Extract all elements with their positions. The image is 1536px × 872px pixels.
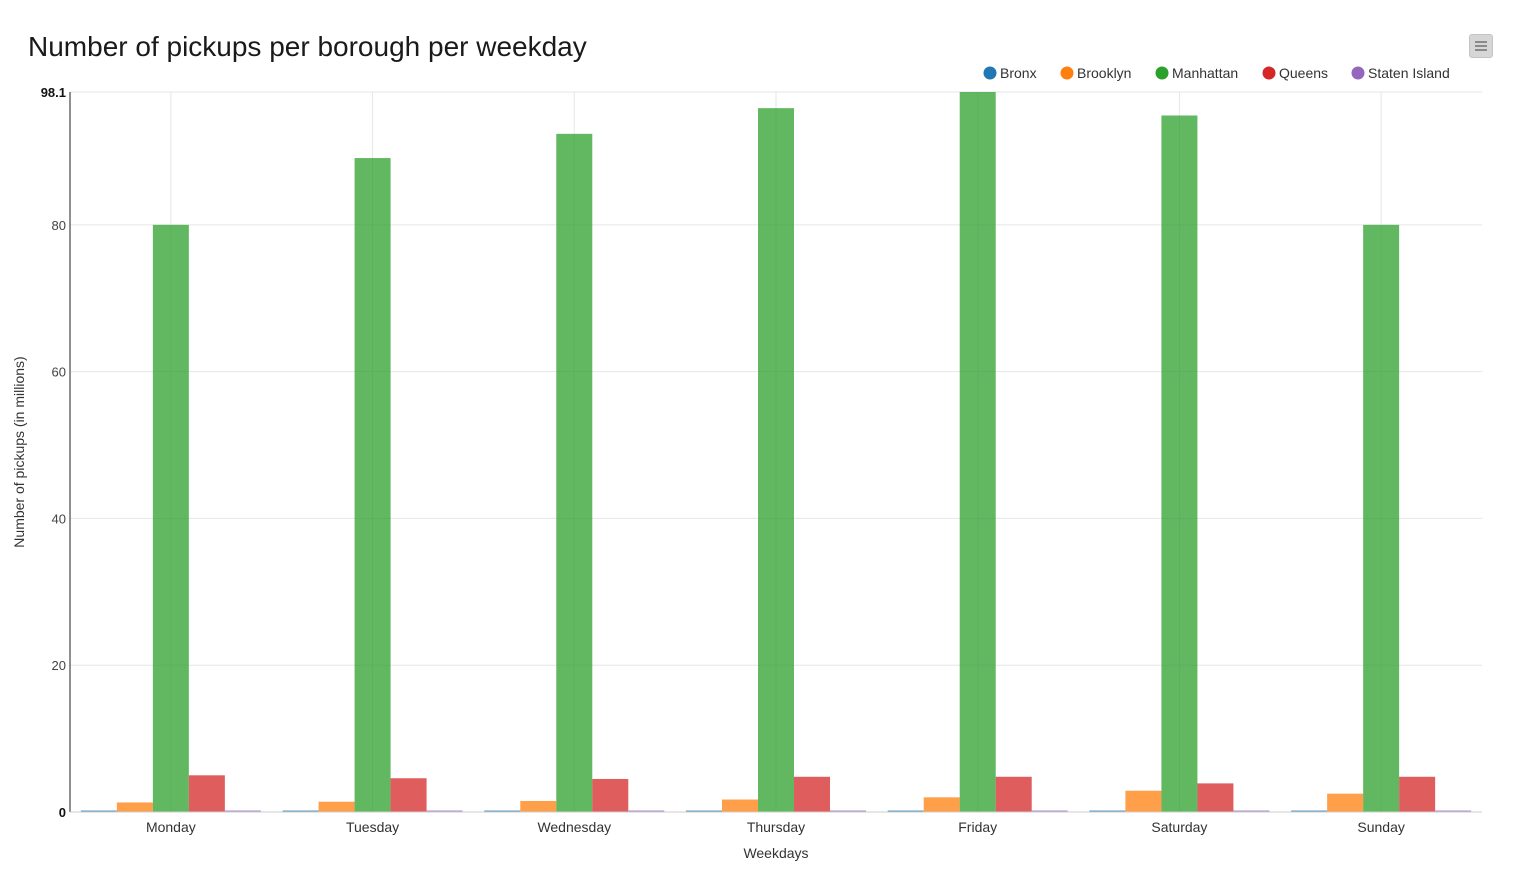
- y-axis-label: Number of pickups (in millions): [11, 356, 27, 547]
- bar-bronx[interactable]: [887, 810, 924, 813]
- legend-swatch: [1262, 66, 1276, 80]
- bar-brooklyn[interactable]: [318, 801, 355, 812]
- bar-bronx[interactable]: [80, 810, 117, 813]
- legend-label: Bronx: [1000, 65, 1037, 81]
- bars-layer: [80, 92, 1472, 813]
- bar-staten-island[interactable]: [628, 810, 665, 813]
- y-tick-label: 20: [52, 658, 66, 673]
- bar-queens[interactable]: [592, 778, 629, 812]
- bar-brooklyn[interactable]: [923, 797, 960, 812]
- bar-queens[interactable]: [390, 778, 427, 812]
- legend-swatch: [1155, 66, 1169, 80]
- x-tick-label: Monday: [146, 819, 196, 835]
- y-tick-label: 40: [52, 511, 66, 526]
- y-tick-label: 0: [59, 805, 66, 820]
- legend-label: Queens: [1279, 65, 1328, 81]
- x-tick-label: Tuesday: [346, 819, 399, 835]
- menu-icon-line: [1475, 49, 1487, 51]
- bar-manhattan[interactable]: [959, 92, 996, 812]
- bar-manhattan[interactable]: [152, 224, 189, 812]
- y-tick-label: 80: [52, 218, 66, 233]
- bar-bronx[interactable]: [484, 810, 521, 813]
- bar-queens[interactable]: [794, 776, 830, 812]
- bar-queens[interactable]: [188, 775, 225, 812]
- x-tick-label: Wednesday: [537, 819, 611, 835]
- bar-brooklyn[interactable]: [722, 799, 758, 812]
- legend-swatch: [1351, 66, 1365, 80]
- legend-item-manhattan[interactable]: Manhattan: [1155, 65, 1239, 81]
- x-tick-label: Sunday: [1357, 819, 1404, 835]
- menu-icon-line: [1475, 45, 1487, 47]
- legend-item-bronx[interactable]: Bronx: [983, 65, 1037, 81]
- x-tick-label: Saturday: [1151, 819, 1207, 835]
- legend-item-staten-island[interactable]: Staten Island: [1351, 65, 1450, 81]
- legend-item-queens[interactable]: Queens: [1262, 65, 1329, 81]
- legend-item-brooklyn[interactable]: Brooklyn: [1060, 65, 1132, 81]
- axes-layer: 0 20 40 60 80 98.1 Monday Tuesday Wednesday Thurs…: [41, 85, 1482, 835]
- bar-brooklyn[interactable]: [116, 802, 153, 812]
- bar-staten-island[interactable]: [1435, 810, 1472, 813]
- bar-queens[interactable]: [995, 776, 1032, 812]
- chart-menu-button[interactable]: [1469, 34, 1493, 58]
- bar-brooklyn[interactable]: [1327, 793, 1364, 812]
- bar-manhattan[interactable]: [354, 158, 391, 812]
- bar-staten-island[interactable]: [224, 810, 261, 813]
- legend-swatch: [983, 66, 997, 80]
- y-tick-label: 60: [52, 365, 66, 380]
- legend[interactable]: Bronx Brooklyn Manhattan Queens Staten Islan…: [983, 65, 1450, 81]
- x-axis-label: Weekdays: [743, 845, 808, 861]
- x-tick-label: Friday: [958, 819, 997, 835]
- bar-brooklyn[interactable]: [1125, 790, 1162, 812]
- bar-bronx[interactable]: [686, 810, 722, 813]
- bar-staten-island[interactable]: [1233, 810, 1270, 813]
- bar-queens[interactable]: [1399, 776, 1436, 812]
- bar-bronx[interactable]: [1089, 810, 1126, 813]
- bar-staten-island[interactable]: [830, 810, 866, 813]
- bar-staten-island[interactable]: [1031, 810, 1068, 813]
- bar-manhattan[interactable]: [556, 133, 593, 813]
- bar-queens[interactable]: [1197, 783, 1234, 812]
- bar-staten-island[interactable]: [426, 810, 463, 813]
- legend-label: Manhattan: [1172, 65, 1238, 81]
- bar-manhattan[interactable]: [758, 108, 794, 812]
- bar-brooklyn[interactable]: [520, 800, 557, 812]
- legend-label: Staten Island: [1368, 65, 1450, 81]
- bar-manhattan[interactable]: [1161, 115, 1198, 813]
- x-tick-label: Thursday: [747, 819, 805, 835]
- menu-icon-line: [1475, 41, 1487, 43]
- y-tick-label: 98.1: [41, 85, 66, 100]
- legend-label: Brooklyn: [1077, 65, 1131, 81]
- chart-title: Number of pickups per borough per weekda…: [28, 31, 587, 62]
- bar-bronx[interactable]: [282, 810, 319, 813]
- bar-bronx[interactable]: [1291, 810, 1328, 813]
- bar-manhattan[interactable]: [1363, 224, 1400, 812]
- legend-swatch: [1060, 66, 1074, 80]
